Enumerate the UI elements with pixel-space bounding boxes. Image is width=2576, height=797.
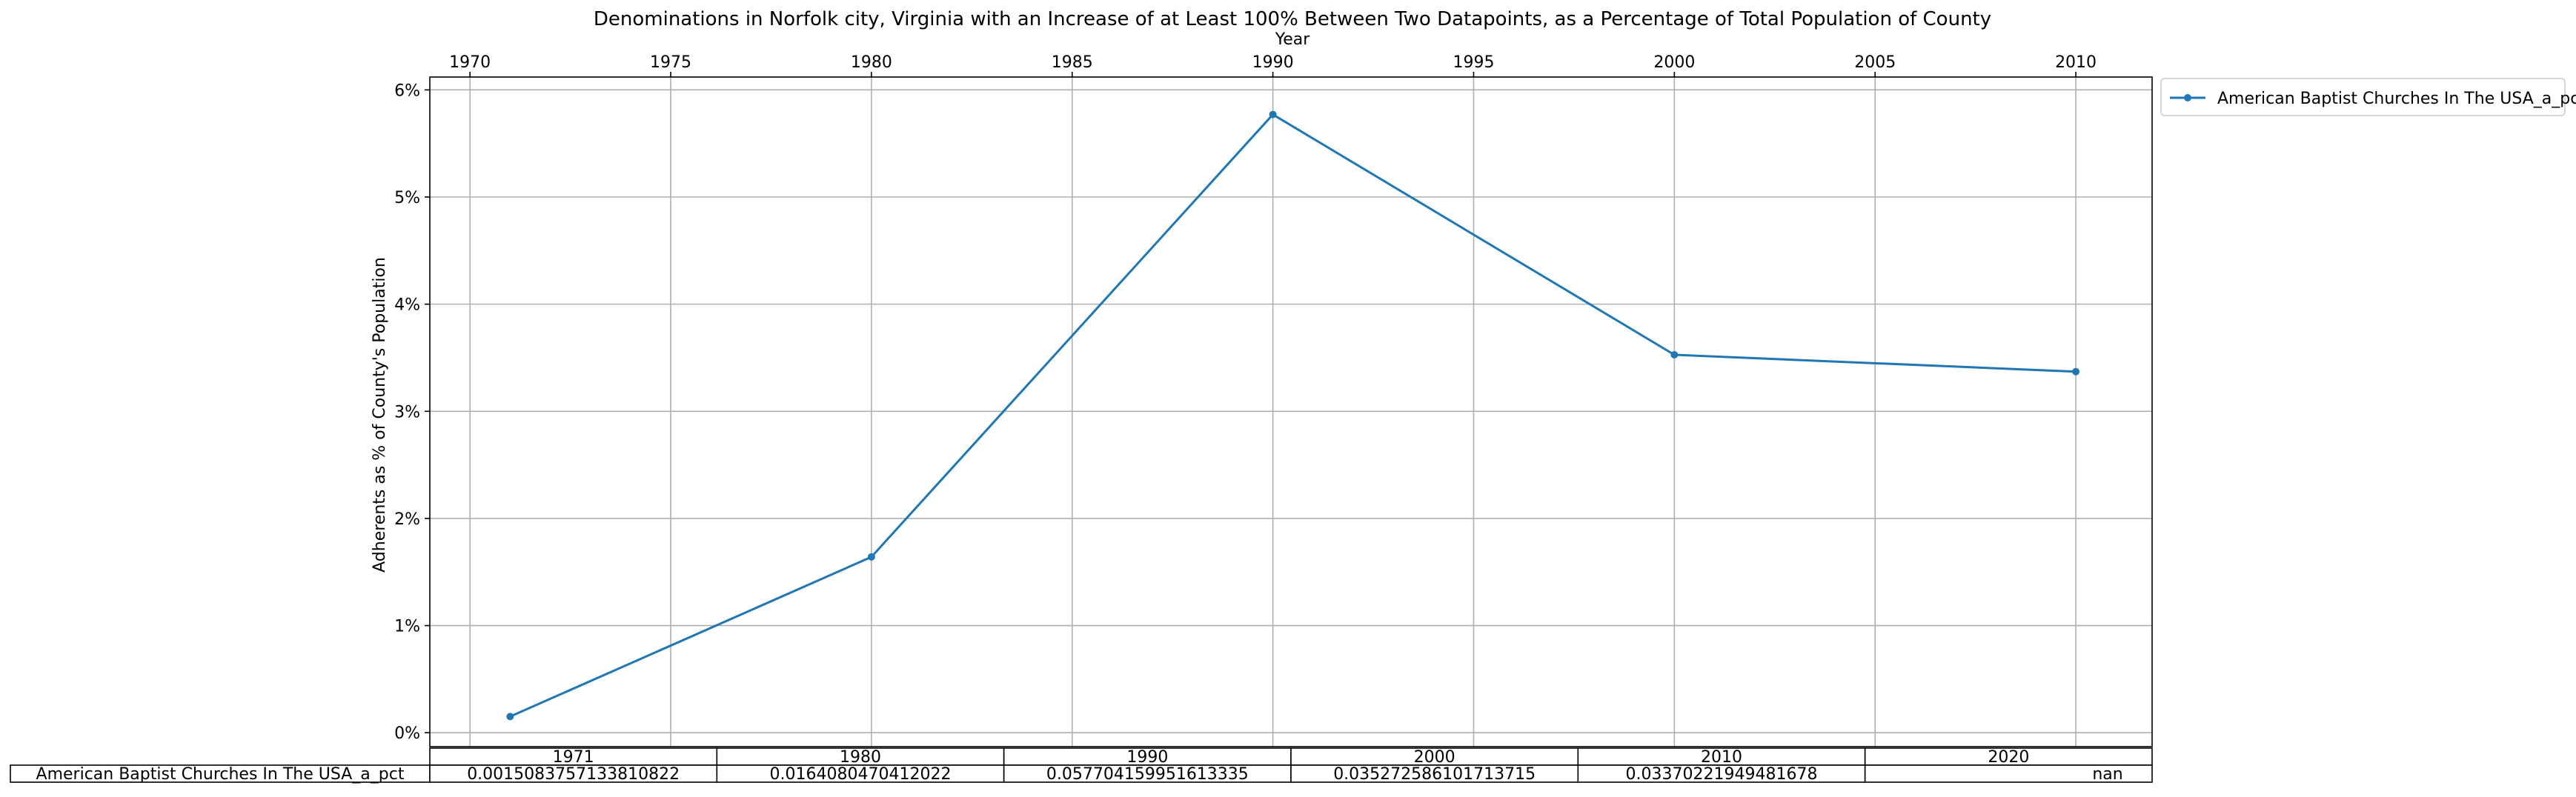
legend-marker <box>2184 94 2191 101</box>
chart-title: Denominations in Norfolk city, Virginia … <box>594 8 1991 30</box>
axes: 1970 1975 1980 1985 1990 1995 2000 2005 2010 0% 1%… <box>394 53 2153 747</box>
x-tick-label: 1970 <box>449 53 491 72</box>
x-tick-label: 1995 <box>1453 53 1494 72</box>
table-column-header: 2020 <box>1988 748 2029 767</box>
x-tick-label: 2000 <box>1653 53 1695 72</box>
data-point <box>506 713 514 721</box>
y-tick-label: 3% <box>394 403 420 421</box>
x-tick-label: 1980 <box>851 53 892 72</box>
table-column-header: 1980 <box>840 748 881 767</box>
table-column-header: 2010 <box>1701 748 1742 767</box>
series <box>506 110 2080 721</box>
y-axis-label: Adherents as % of County's Population <box>371 257 389 573</box>
x-tick-label: 2005 <box>1854 53 1896 72</box>
table-cell-value: 0.0015083757133810822 <box>467 765 680 784</box>
y-tick-label: 2% <box>394 510 420 529</box>
table-cell-value: 0.057704159951613335 <box>1046 765 1249 784</box>
gridlines <box>430 77 2152 747</box>
legend-box <box>2160 78 2566 116</box>
table-column-header: 1990 <box>1126 748 1168 767</box>
x-tick-label: 1985 <box>1052 53 1093 72</box>
data-table: 1971 1980 1990 2000 2010 2020 American Baptist… <box>10 747 2153 784</box>
y-tick-label: 5% <box>394 189 420 207</box>
y-tick-label: 6% <box>394 81 420 100</box>
table-cell <box>1864 764 2153 783</box>
x-axis-label: Year <box>1275 30 1311 49</box>
legend-label: American Baptist Churches In The USA_a_p… <box>2217 90 2576 108</box>
series-line <box>509 113 2077 718</box>
y-tick-label: 4% <box>394 296 420 315</box>
table-cell-value: 0.03370221949481678 <box>1626 765 1818 784</box>
data-point <box>2072 367 2080 376</box>
table-cell-value: nan <box>2092 765 2122 784</box>
table-cell-value: 0.0164080470412022 <box>770 765 952 784</box>
x-tick-label: 2010 <box>2055 53 2097 72</box>
table-cell-value: 0.035272586101713715 <box>1333 765 1536 784</box>
data-point <box>1670 351 1679 359</box>
table-row-label: American Baptist Churches In The USA_a_p… <box>36 765 405 784</box>
table-column-header: 2000 <box>1414 748 1455 767</box>
x-tick-label: 1990 <box>1252 53 1294 72</box>
table-column-header: 1971 <box>553 748 594 767</box>
legend: American Baptist Churches In The USA_a_p… <box>2160 78 2576 116</box>
y-tick-label: 0% <box>394 724 420 743</box>
data-point <box>1269 110 1277 119</box>
data-point <box>867 553 875 561</box>
y-tick-label: 1% <box>394 618 420 636</box>
x-tick-label: 1975 <box>650 53 691 72</box>
